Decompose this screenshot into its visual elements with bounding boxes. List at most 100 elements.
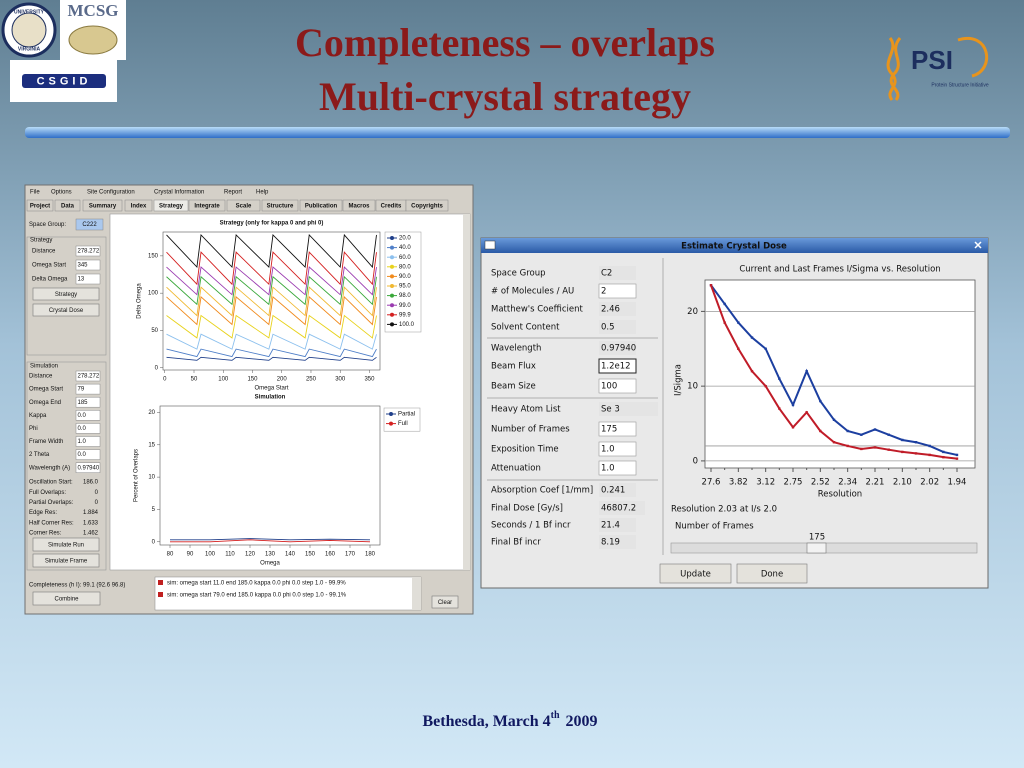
legend-label: Full xyxy=(398,421,408,427)
tab[interactable] xyxy=(226,199,261,212)
chart-title: Strategy (only for kappa 0 and phi 0) xyxy=(220,221,324,227)
field-label: Delta Omega xyxy=(32,277,68,283)
legend-label: 60.0 xyxy=(399,255,411,261)
menu-item: Crystal Information xyxy=(154,190,204,196)
y-tick-label: 50 xyxy=(151,328,158,334)
field-label: 2 Theta xyxy=(29,452,50,458)
field-value-text: 1.0 xyxy=(601,464,615,474)
tab[interactable] xyxy=(26,199,54,212)
field-label: Space Group xyxy=(491,269,545,279)
field-label: Beam Flux xyxy=(491,362,536,372)
button[interactable] xyxy=(32,303,100,317)
field-value xyxy=(75,462,101,473)
legend-marker xyxy=(390,274,394,279)
slide-title: Multi-crystal strategy xyxy=(319,74,691,119)
series-marker xyxy=(928,453,931,457)
series-marker xyxy=(832,441,836,444)
tab[interactable] xyxy=(153,199,189,212)
slider-thumb[interactable] xyxy=(806,542,827,554)
button-label: Update xyxy=(680,570,711,580)
menu-item: Report xyxy=(224,190,242,196)
y-tick-label: 10 xyxy=(148,475,155,481)
tab[interactable] xyxy=(405,199,449,212)
y-tick-label: 20 xyxy=(148,410,155,416)
button[interactable] xyxy=(32,553,100,568)
csgid-text: CSGID xyxy=(37,75,92,87)
y-tick-label: 10 xyxy=(687,382,698,392)
series-line xyxy=(166,314,377,339)
tab[interactable] xyxy=(261,199,299,212)
x-tick-label: 150 xyxy=(305,552,316,558)
tab[interactable] xyxy=(124,199,153,212)
completeness-text: Completeness (h I): 99.1 (92.6 96.8) xyxy=(29,583,125,589)
button-label: Combine xyxy=(54,597,79,603)
field-value xyxy=(75,383,101,395)
button[interactable] xyxy=(32,591,101,606)
tab-label: Publication xyxy=(305,204,338,210)
series-marker xyxy=(860,447,863,451)
field-value xyxy=(599,341,636,355)
field-value xyxy=(599,535,636,549)
field-value-text: 278.272 xyxy=(78,249,100,255)
x-tick-label: 100 xyxy=(205,552,216,558)
y-tick-label: 5 xyxy=(152,507,156,513)
plot-area xyxy=(704,279,976,469)
tab-label: Summary xyxy=(89,204,117,210)
title-rule xyxy=(25,127,1010,138)
button[interactable] xyxy=(659,563,732,584)
psi-helix xyxy=(886,37,902,101)
x-tick-label: 50 xyxy=(191,377,198,383)
field-label: Final Dose [Gy/s] xyxy=(491,504,563,514)
close-icon[interactable] xyxy=(974,241,982,249)
tab[interactable] xyxy=(188,199,226,212)
series-marker xyxy=(764,347,767,350)
tab[interactable] xyxy=(299,199,343,212)
field-label: Solvent Content xyxy=(491,323,560,333)
group-box xyxy=(26,361,107,571)
series-line xyxy=(170,539,371,543)
tab[interactable] xyxy=(54,199,81,212)
field-label: Omega End xyxy=(29,400,61,406)
y-axis-label: Percent of Overlaps xyxy=(134,449,140,502)
button[interactable] xyxy=(431,595,459,609)
result-value: 0 xyxy=(95,490,99,496)
field-label: Omega Start xyxy=(32,263,66,269)
tab[interactable] xyxy=(82,199,123,212)
field-label: Matthew's Coefficient xyxy=(491,305,583,315)
chart-title: Current and Last Frames I/Sigma vs. Reso… xyxy=(739,265,940,275)
field-value-text: 8.19 xyxy=(601,538,620,548)
x-axis-label: Omega xyxy=(260,561,280,567)
button-label: Simulate Run xyxy=(48,543,84,549)
mcsg-text: MCSG xyxy=(68,1,119,20)
footer-year: 2009 xyxy=(566,713,598,730)
plot-area xyxy=(162,231,381,371)
log-icon xyxy=(158,592,163,597)
footer-sup: th xyxy=(551,710,560,721)
x-tick-label: 2.34 xyxy=(838,478,857,488)
slide-title: Completeness – overlaps xyxy=(295,20,715,65)
field-value-text: 100 xyxy=(601,382,617,392)
field-value-text: 0.241 xyxy=(601,486,625,496)
field-label: Kappa xyxy=(29,413,47,419)
legend-label: 20.0 xyxy=(399,236,411,242)
field-value xyxy=(75,423,101,434)
button[interactable] xyxy=(32,287,100,301)
series-marker xyxy=(942,450,945,454)
x-tick-label: 80 xyxy=(167,552,174,558)
button[interactable] xyxy=(736,563,808,584)
tab[interactable] xyxy=(342,199,376,212)
field-label: Beam Size xyxy=(491,382,536,392)
series-line xyxy=(166,233,377,269)
legend-marker xyxy=(389,412,393,416)
x-tick-label: 180 xyxy=(365,552,376,558)
x-tick-label: 2.02 xyxy=(920,478,939,488)
field-value xyxy=(75,396,101,408)
footer-text: Bethesda, March 4 xyxy=(422,713,550,730)
button[interactable] xyxy=(32,537,100,552)
field-value-text: 175 xyxy=(601,425,617,435)
field-value xyxy=(75,370,101,382)
series-marker xyxy=(750,336,754,339)
series-marker xyxy=(901,450,904,454)
field-value-text: 185 xyxy=(78,400,89,406)
series-marker xyxy=(928,444,931,448)
